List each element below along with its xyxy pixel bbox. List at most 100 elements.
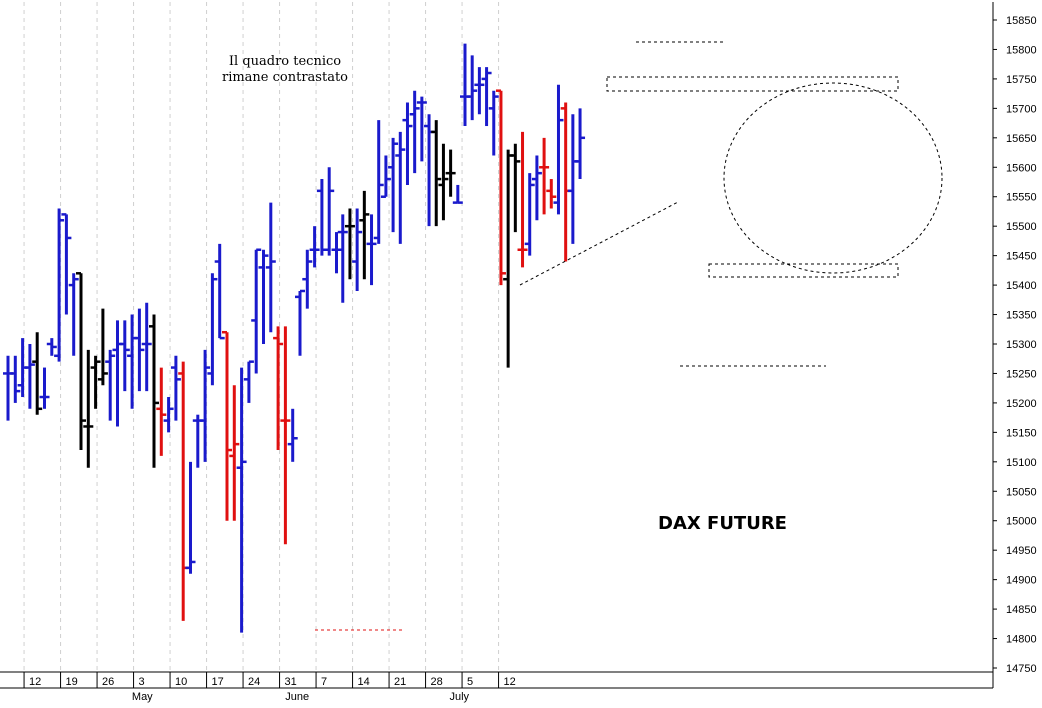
- resistance-zone: [606, 76, 899, 92]
- trendline-support: [519, 201, 679, 286]
- ohlc-bar: [10, 355, 21, 403]
- y-tick-label: 15350: [1006, 310, 1037, 322]
- ohlc-bar: [517, 131, 528, 268]
- ohlc-bar: [61, 213, 72, 315]
- y-tick-label: 15050: [1006, 486, 1037, 498]
- ohlc-bar: [229, 385, 240, 521]
- ohlc-bar: [344, 208, 355, 280]
- ohlc-bar: [295, 289, 305, 356]
- ohlc-bar: [214, 243, 225, 340]
- y-tick-label: 14750: [1006, 663, 1037, 675]
- y-tick-label: 15800: [1006, 44, 1037, 56]
- ohlc-bar: [560, 102, 571, 262]
- y-tick-label: 15250: [1006, 368, 1037, 380]
- ohlc-bar: [163, 397, 174, 433]
- y-tick-label: 14900: [1006, 575, 1037, 587]
- x-tick-label: 24: [248, 676, 260, 688]
- ohlc-bar: [200, 349, 211, 462]
- y-tick-label: 15300: [1006, 339, 1037, 351]
- ohlc-bar: [575, 108, 586, 180]
- ohlc-bar: [373, 120, 384, 244]
- ohlc-bar: [452, 184, 463, 204]
- ohlc-bar: [243, 360, 254, 403]
- x-tick-label: 3: [139, 676, 145, 688]
- y-tick-label: 15550: [1006, 192, 1037, 204]
- ohlc-bar: [251, 248, 262, 374]
- ohlc-bar: [170, 355, 181, 421]
- annotation-line-2: rimane contrastato: [221, 70, 348, 85]
- ohlc-bar: [3, 355, 13, 421]
- ohlc-bar: [409, 90, 420, 174]
- ohlc-bar: [54, 208, 65, 362]
- annotation-note: Il quadro tecnico rimane contrastato: [200, 54, 370, 86]
- ohlc-bar: [76, 272, 86, 451]
- y-tick-label: 15200: [1006, 398, 1037, 410]
- x-month-label: June: [285, 691, 309, 703]
- ohlc-bar: [90, 355, 101, 409]
- x-axis: 12 19 26 3 10 17 24 31 7 14 21 28 5 12 May June July: [0, 671, 993, 703]
- ohlc-bar: [359, 190, 370, 280]
- y-tick-label: 15000: [1006, 516, 1037, 528]
- ohlc-bar: [316, 179, 327, 256]
- trend-overlays: [315, 41, 943, 631]
- ohlc-bar: [112, 320, 123, 427]
- ohlc-bar: [546, 179, 557, 209]
- y-axis: 14750 14800 14850 14900 14950 15000 15050 15100…: [992, 2, 1037, 688]
- x-tick-label: 12: [504, 676, 516, 688]
- ohlc-bar: [467, 55, 478, 121]
- x-tick-label: 14: [358, 676, 370, 688]
- annotation-line-1: Il quadro tecnico: [228, 54, 342, 69]
- x-tick-label: 19: [66, 676, 78, 688]
- ohlc-bar: [481, 67, 492, 127]
- chart-title: DAX FUTURE: [658, 513, 787, 534]
- ohlc-bar: [495, 89, 506, 286]
- y-tick-label: 14850: [1006, 604, 1037, 616]
- x-month-label: July: [449, 691, 469, 703]
- x-month-label: May: [132, 691, 153, 703]
- ohlc-bar: [97, 308, 108, 386]
- x-tick-label: 28: [431, 676, 443, 688]
- ohlc-bar: [265, 202, 276, 333]
- ohlc-bar: [431, 120, 442, 227]
- y-tick-label: 15400: [1006, 280, 1037, 292]
- ohlc-bar: [488, 90, 499, 156]
- y-tick-label: 15700: [1006, 103, 1037, 115]
- x-tick-label: 12: [29, 676, 41, 688]
- x-tick-label: 21: [394, 676, 406, 688]
- ohlc-bar: [24, 344, 35, 409]
- ohlc-bar: [474, 67, 485, 115]
- y-tick-label: 14950: [1006, 545, 1037, 557]
- ohlc-bar: [287, 408, 298, 462]
- ohlc-bar: [236, 367, 247, 633]
- ohlc-bar: [156, 367, 167, 456]
- ohlc-bar: [352, 208, 363, 291]
- ohlc-bar: [46, 338, 57, 356]
- ohlc-bar: [280, 326, 291, 545]
- ohlc-bar: [141, 302, 152, 392]
- ohlc-bar: [388, 137, 399, 233]
- x-tick-label: 31: [285, 676, 297, 688]
- ohlc-bar: [553, 84, 564, 215]
- ohlc-bar: [258, 249, 269, 344]
- ohlc-bar: [149, 314, 159, 468]
- y-tick-label: 15100: [1006, 457, 1037, 469]
- ohlc-bar: [32, 332, 43, 415]
- ohlc-bar: [337, 214, 348, 303]
- ohlc-bar: [185, 461, 196, 574]
- y-tick-label: 15150: [1006, 427, 1037, 439]
- ohlc-bar: [445, 149, 456, 197]
- ohlc-bar: [438, 143, 449, 221]
- y-tick-label: 15750: [1006, 74, 1037, 86]
- ohlc-bar: [395, 131, 406, 244]
- ohlc-bar: [524, 173, 535, 256]
- y-tick-label: 14800: [1006, 634, 1037, 646]
- consolidation-circle: [723, 82, 943, 274]
- gridlines: [23, 2, 500, 672]
- x-tick-label: 7: [321, 676, 327, 688]
- ohlc-bar: [68, 273, 79, 356]
- ohlc-bar: [134, 308, 145, 392]
- y-tick-label: 15450: [1006, 251, 1037, 263]
- x-tick-label: 10: [175, 676, 187, 688]
- ohlc-bar: [207, 273, 218, 386]
